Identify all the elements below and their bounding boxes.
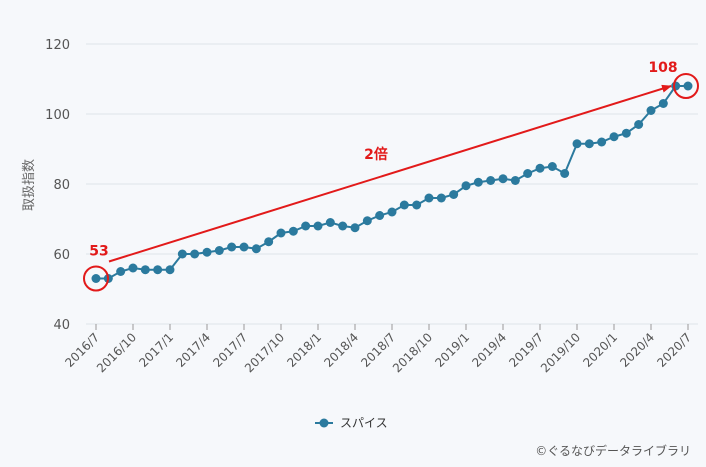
data-point[interactable]	[214, 246, 224, 255]
data-point[interactable]	[202, 247, 212, 257]
copyright: ©ぐるなびデータライブラリ	[535, 443, 691, 458]
data-point[interactable]	[116, 267, 126, 276]
x-tick-label: 2018/10	[390, 330, 435, 375]
data-point[interactable]	[597, 137, 607, 147]
data-point[interactable]	[584, 139, 594, 149]
data-point[interactable]	[547, 162, 557, 171]
data-point[interactable]	[412, 200, 422, 210]
legend-swatch-marker	[319, 418, 329, 428]
x-tick-label: 2019/10	[538, 330, 583, 375]
highlight-circle-end	[673, 73, 699, 99]
data-point[interactable]	[177, 249, 187, 259]
data-point[interactable]	[362, 216, 372, 226]
data-point[interactable]	[621, 128, 631, 138]
y-tick-label: 120	[45, 38, 70, 53]
data-point[interactable]	[560, 169, 570, 178]
series-line	[96, 85, 688, 280]
legend[interactable]: スパイス	[315, 416, 388, 430]
data-point[interactable]	[498, 174, 508, 184]
x-tick-label: 2016/10	[94, 330, 139, 375]
y-axis-label: 取扱指数	[22, 159, 37, 211]
data-point[interactable]	[190, 249, 200, 259]
x-tick-label: 2017/4	[173, 330, 213, 370]
data-point[interactable]	[140, 265, 150, 275]
data-point[interactable]	[671, 81, 681, 91]
data-point[interactable]	[646, 106, 656, 115]
data-point[interactable]	[658, 99, 668, 108]
data-point[interactable]	[683, 81, 693, 91]
data-point[interactable]	[128, 263, 138, 273]
data-point[interactable]	[609, 132, 619, 142]
x-tick-label: 2017/1	[136, 330, 176, 370]
data-point[interactable]	[227, 242, 237, 252]
annotations: 53 108 2倍	[83, 60, 699, 292]
y-axis: 40 60 80 100 120	[45, 38, 70, 333]
x-tick-label: 2020/1	[580, 330, 620, 370]
grid-lines	[86, 43, 698, 325]
data-point[interactable]	[325, 218, 335, 227]
data-point[interactable]	[165, 265, 175, 275]
x-tick-label: 2018/1	[284, 330, 324, 370]
data-point[interactable]	[572, 139, 582, 149]
series-spice	[91, 81, 693, 283]
data-point[interactable]	[91, 274, 101, 283]
growth-arrow	[108, 84, 672, 263]
data-point[interactable]	[634, 120, 644, 129]
x-tick-label: 2020/7	[654, 330, 694, 370]
data-point[interactable]	[264, 237, 274, 247]
x-tick-label: 2020/4	[617, 330, 657, 370]
data-point[interactable]	[288, 226, 298, 236]
x-axis: 2016/72016/102017/12017/42017/72017/1020…	[62, 324, 694, 375]
y-tick-label: 40	[53, 318, 70, 333]
data-point[interactable]	[153, 265, 163, 275]
data-point[interactable]	[350, 223, 360, 233]
y-tick-label: 100	[45, 108, 70, 123]
end-value-label: 108	[648, 60, 677, 76]
data-point[interactable]	[436, 193, 446, 203]
legend-label: スパイス	[340, 416, 388, 430]
data-point[interactable]	[301, 221, 311, 231]
y-tick-label: 60	[53, 248, 70, 263]
data-point[interactable]	[399, 200, 409, 210]
x-tick-label: 2019/1	[432, 330, 472, 370]
data-point[interactable]	[375, 211, 385, 220]
highlight-circle-start	[83, 265, 109, 292]
data-point[interactable]	[387, 207, 397, 217]
data-point[interactable]	[473, 177, 483, 187]
y-tick-label: 80	[53, 178, 70, 193]
x-tick-label: 2019/4	[469, 330, 509, 370]
data-point[interactable]	[276, 228, 286, 238]
growth-label: 2倍	[364, 146, 388, 163]
data-point[interactable]	[251, 244, 261, 254]
data-point[interactable]	[486, 176, 496, 185]
x-tick-label: 2017/10	[242, 330, 287, 375]
data-point[interactable]	[510, 176, 520, 185]
data-point[interactable]	[461, 181, 471, 191]
data-point[interactable]	[338, 221, 348, 231]
data-point[interactable]	[239, 242, 249, 252]
x-tick-label: 2018/4	[321, 330, 361, 370]
data-point[interactable]	[535, 163, 545, 173]
data-point[interactable]	[449, 190, 459, 199]
start-value-label: 53	[89, 244, 108, 260]
data-point[interactable]	[313, 221, 323, 231]
data-point[interactable]	[424, 193, 434, 203]
data-point[interactable]	[523, 169, 533, 178]
